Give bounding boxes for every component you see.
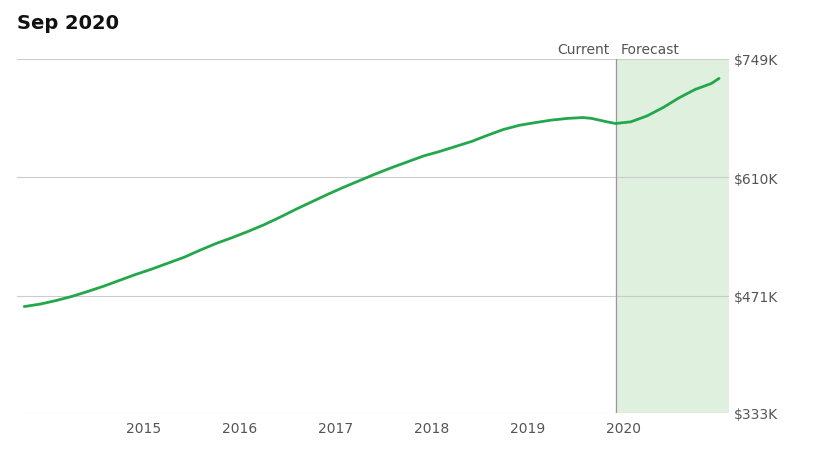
Text: Current: Current	[557, 43, 609, 57]
Text: Forecast: Forecast	[620, 43, 679, 57]
Bar	[614, 60, 728, 413]
Text: Sep 2020: Sep 2020	[17, 14, 118, 33]
